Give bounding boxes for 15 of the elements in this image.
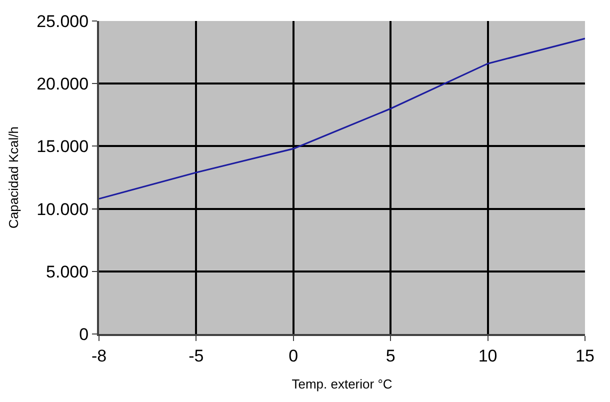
x-tick-label: 5 <box>386 346 396 366</box>
x-tick-label: 15 <box>576 346 594 366</box>
x-tick-label: 10 <box>478 346 498 366</box>
y-tick-label: 20.000 <box>36 74 89 94</box>
x-tick-label: -8 <box>91 346 107 366</box>
y-tick-label: 10.000 <box>36 200 89 219</box>
y-tick-label: 5.000 <box>46 262 89 282</box>
line-series <box>99 38 585 200</box>
x-axis-title: Temp. exterior °C <box>292 376 392 392</box>
y-tick-label: 0 <box>79 324 89 344</box>
y-tick-label: 15.000 <box>36 137 89 156</box>
y-tick-label: 25.000 <box>36 12 89 31</box>
x-tick-label: 0 <box>288 346 298 366</box>
y-axis-title: Capacidad Kcal/h <box>6 126 22 228</box>
x-tick-label: -5 <box>188 346 204 366</box>
